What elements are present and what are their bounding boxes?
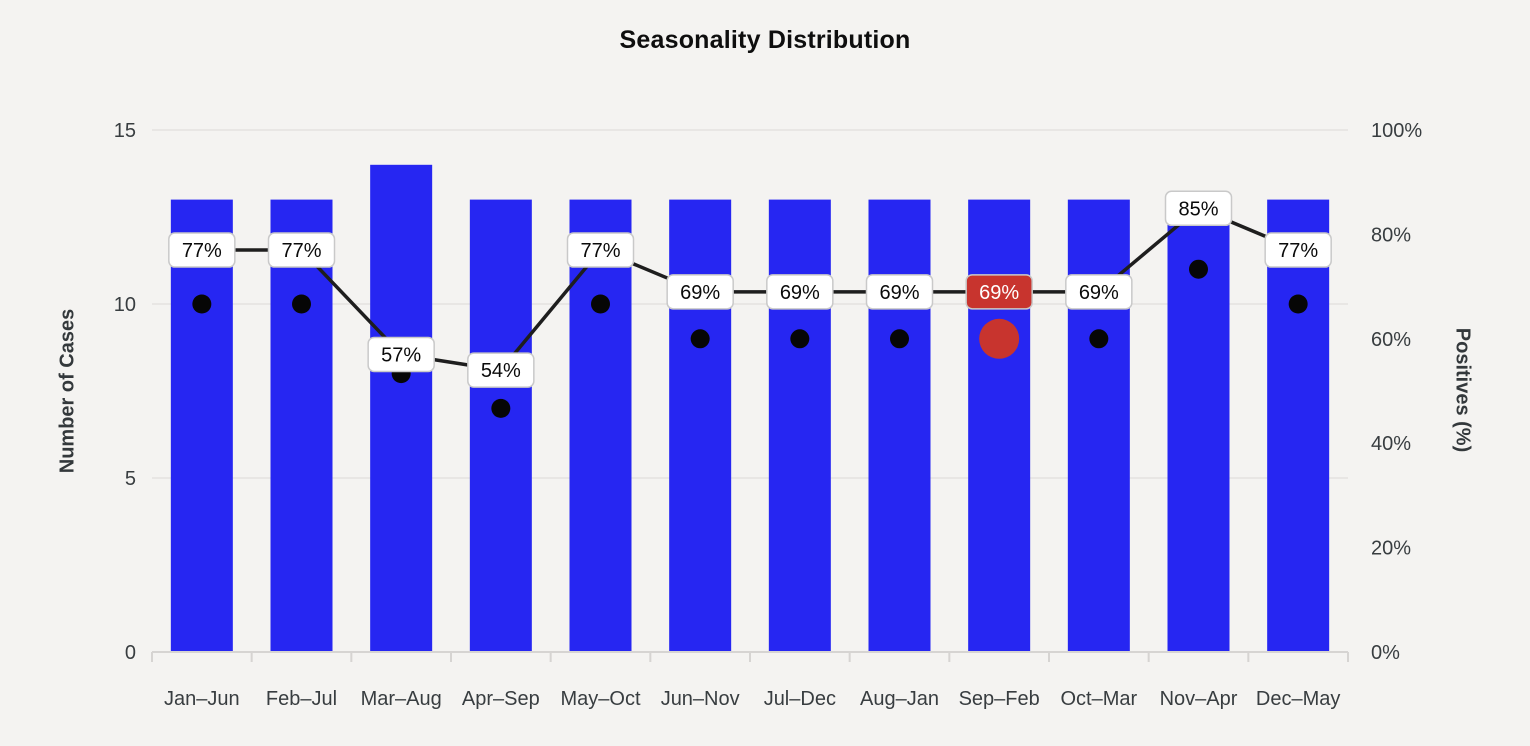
left-axis-tick-label: 15 [114,120,136,142]
right-axis-tick-label: 60% [1371,329,1411,351]
percent-label-box-Nov–Apr[interactable] [1164,190,1233,227]
cases-bar-Jan–Jun[interactable] [170,199,233,651]
percent-label-box-Feb–Jul[interactable] [267,232,336,268]
percent-label-box-Jan–Jun[interactable] [168,232,236,268]
cases-bar-Apr–Sep[interactable] [469,199,532,651]
percent-label-box-Jul–Dec[interactable] [766,274,834,310]
left-axis-tick-label: 5 [125,468,136,490]
right-axis-tick-label: 80% [1371,224,1411,246]
cases-bar-Oct–Mar[interactable] [1067,199,1130,651]
positives-percent-line [200,206,1300,372]
x-category-label: Jun–Nov [661,688,740,710]
percent-label-text: 77% [1278,240,1318,262]
x-category-label: Dec–May [1256,688,1340,710]
cases-bar-Jul–Dec[interactable] [768,199,831,651]
percent-label-text: 57% [381,344,421,366]
percent-label-text: 77% [182,240,222,262]
positives-dot-May–Oct[interactable] [591,294,610,314]
x-category-label: Jan–Jun [164,688,240,710]
percent-label-text: 77% [580,240,620,262]
highlight-positives-dot-Sep–Feb[interactable] [979,318,1020,359]
x-category-label: Oct–Mar [1060,688,1137,710]
positives-dot-Apr–Sep[interactable] [491,398,511,418]
x-category-label: Apr–Sep [462,688,540,710]
positives-dot-Dec–May[interactable] [1288,294,1308,314]
percent-label-box-Jun–Nov[interactable] [666,274,734,310]
positives-dot-Jun–Nov[interactable] [690,329,710,349]
positives-dot-Jul–Dec[interactable] [790,329,810,349]
cases-bar-Feb–Jul[interactable] [270,199,333,651]
x-category-label: Sep–Feb [959,688,1040,710]
positives-dot-Oct–Mar[interactable] [1089,329,1109,349]
positives-dot-Nov–Apr[interactable] [1189,259,1208,279]
x-category-label: May–Oct [560,688,640,710]
percent-label-box-May–Oct[interactable] [566,232,635,268]
left-axis-tick-label: 0 [125,642,136,664]
chart-title: Seasonality Distribution [619,26,911,54]
percent-label-text: 85% [1178,198,1218,220]
percent-label-text: 77% [281,240,321,262]
percent-label-text: 69% [879,282,919,304]
x-category-label: Jul–Dec [764,688,836,710]
right-axis-tick-label: 100% [1371,120,1422,142]
cases-bar-Mar–Aug[interactable] [370,164,433,652]
left-axis-tick-label: 10 [114,294,136,316]
percent-label-box-Aug–Jan[interactable] [865,274,934,310]
x-category-label: Feb–Jul [266,688,337,710]
percent-label-box-Apr–Sep[interactable] [467,352,535,388]
percent-label-box-Oct–Mar[interactable] [1065,274,1133,310]
x-category-label: Aug–Jan [860,688,939,710]
cases-bar-Aug–Jan[interactable] [868,199,931,651]
highlight-percent-label-text: 69% [979,282,1019,304]
percent-label-text: 54% [481,360,521,382]
x-category-label: Nov–Apr [1160,688,1238,710]
right-axis-tick-label: 40% [1371,433,1411,455]
percent-label-text: 69% [680,282,720,304]
positives-dot-Aug–Jan[interactable] [890,329,909,349]
percent-label-box-Mar–Aug[interactable] [367,336,435,373]
percent-label-text: 69% [1079,282,1119,304]
right-axis-tick-label: 20% [1371,538,1411,560]
cases-bar-Jun–Nov[interactable] [669,199,732,651]
percent-label-box-Dec–May[interactable] [1264,232,1332,268]
cases-bar-Dec–May[interactable] [1267,199,1330,651]
x-category-label: Mar–Aug [361,688,442,710]
positives-dot-Feb–Jul[interactable] [292,294,311,314]
percent-label-text: 69% [780,282,820,304]
cases-bar-Sep–Feb[interactable] [968,199,1031,651]
highlight-percent-label-box-Sep–Feb[interactable] [965,274,1033,310]
positives-dot-Jan–Jun[interactable] [192,294,212,314]
right-axis-tick-label: 0% [1371,642,1400,664]
